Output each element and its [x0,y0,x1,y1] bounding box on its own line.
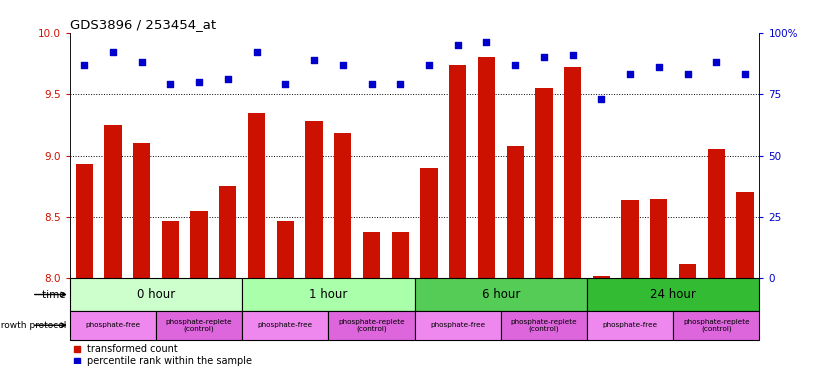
Text: growth protocol: growth protocol [0,321,69,330]
Bar [535,88,553,278]
Point [538,54,551,60]
Bar [673,311,759,340]
Bar [650,199,667,278]
Bar [70,278,242,311]
Point [480,40,493,46]
Point [308,56,321,63]
Text: phosphate-free: phosphate-free [85,322,140,328]
Bar [501,311,587,340]
Text: transformed count: transformed count [87,344,178,354]
Point [739,71,752,78]
Text: phosphate-replete
(control): phosphate-replete (control) [166,319,232,332]
Bar [248,113,265,278]
Bar [242,311,328,340]
Bar [76,164,93,278]
Point [624,71,637,78]
Bar [70,311,156,340]
Bar [564,67,581,278]
Text: phosphate-replete
(control): phosphate-replete (control) [338,319,405,332]
Text: GDS3896 / 253454_at: GDS3896 / 253454_at [70,18,216,31]
Bar [587,278,759,311]
Bar [507,146,524,278]
Point [653,64,666,70]
Bar [420,168,438,278]
Bar [242,278,415,311]
Point [710,59,723,65]
Bar [363,232,380,278]
Bar [392,232,409,278]
Bar [736,192,754,278]
Point [365,81,378,87]
Bar [277,221,294,278]
Point [566,52,580,58]
Bar [415,311,501,340]
Point [279,81,292,87]
Text: 0 hour: 0 hour [137,288,175,301]
Text: phosphate-free: phosphate-free [258,322,313,328]
Point [509,61,522,68]
Bar [587,311,673,340]
Text: 24 hour: 24 hour [650,288,696,301]
Bar [104,125,122,278]
Point [423,61,436,68]
Bar [219,186,236,278]
Text: 6 hour: 6 hour [482,288,520,301]
Text: phosphate-replete
(control): phosphate-replete (control) [683,319,750,332]
Point [107,49,120,55]
Bar [305,121,323,278]
Point [164,81,177,87]
Bar [679,264,696,278]
Bar [190,211,208,278]
Point [394,81,407,87]
Text: percentile rank within the sample: percentile rank within the sample [87,356,252,366]
Bar [478,57,495,278]
Text: time: time [42,290,69,300]
Point [222,76,235,83]
Bar [621,200,639,278]
Point [452,42,465,48]
Point [192,79,205,85]
Text: phosphate-free: phosphate-free [603,322,658,328]
Point [595,96,608,102]
Bar [449,65,466,278]
Bar [328,311,415,340]
Point [681,71,695,78]
Point [250,49,264,55]
Bar [593,276,610,278]
Text: phosphate-free: phosphate-free [430,322,485,328]
Bar [415,278,587,311]
Point [337,61,350,68]
Bar [708,149,725,278]
Text: 1 hour: 1 hour [310,288,347,301]
Point [135,59,149,65]
Bar [133,143,150,278]
Bar [156,311,242,340]
Text: phosphate-replete
(control): phosphate-replete (control) [511,319,577,332]
Bar [162,221,179,278]
Bar [334,133,351,278]
Point [78,61,91,68]
